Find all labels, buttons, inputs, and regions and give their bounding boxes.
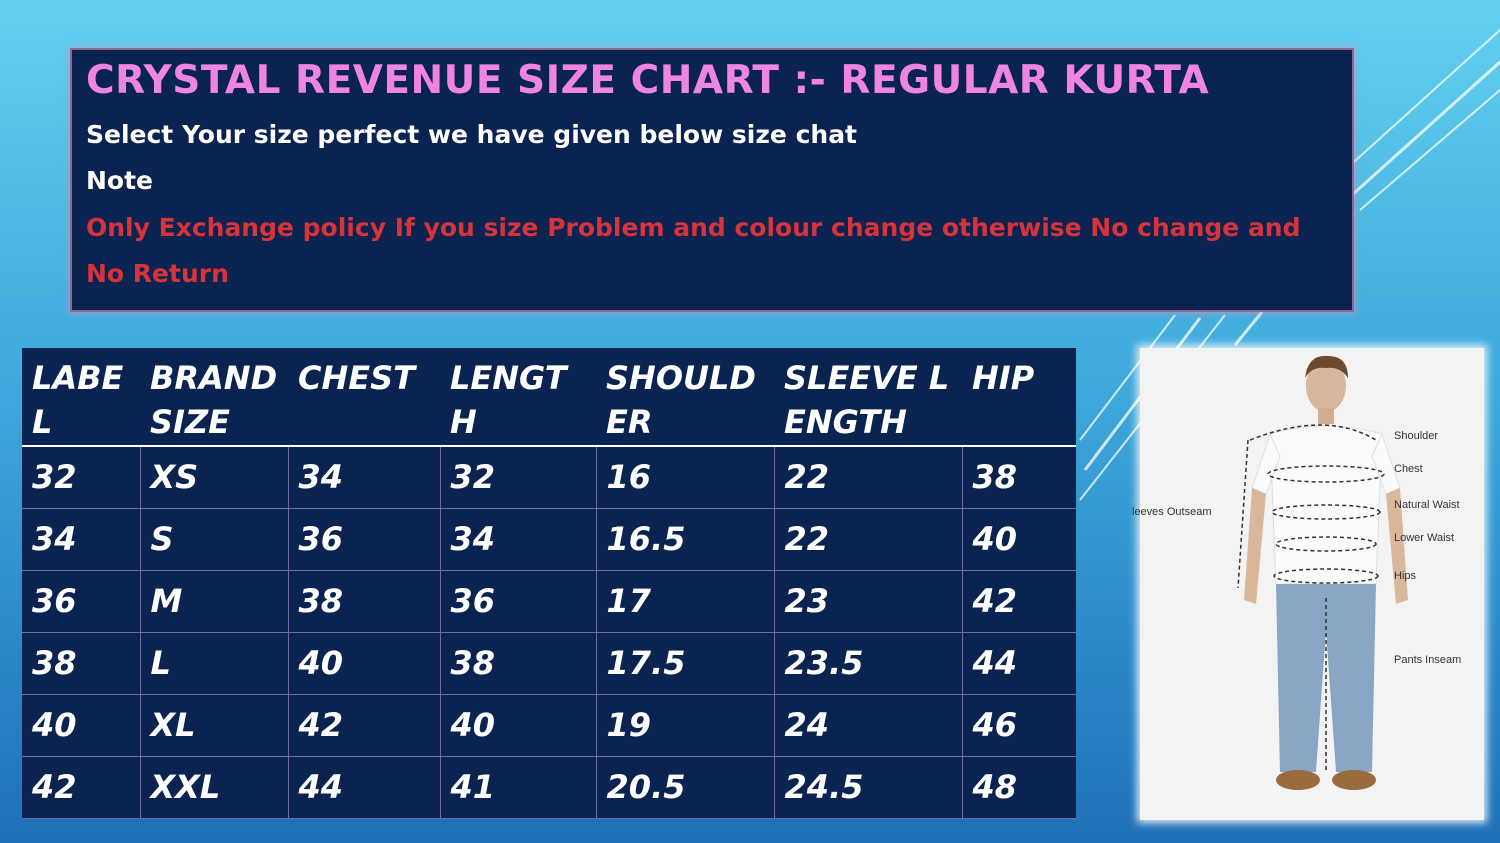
table-cell: 48 [961, 755, 1076, 819]
table-cell: 24 [773, 693, 962, 756]
table-cell: 34 [287, 445, 440, 508]
table-cell: 38 [961, 445, 1076, 508]
table-row: 32 XS 34 32 16 22 38 [22, 445, 1076, 508]
table-cell: 40 [961, 507, 1076, 570]
column-header: SHOULDER [596, 348, 774, 447]
table-cell: 34 [22, 507, 140, 570]
table-cell: 40 [439, 693, 596, 756]
column-header: SLEEVE LENGTH [774, 348, 962, 447]
table-cell: 44 [961, 631, 1076, 694]
table-row: 34 S 36 34 16.5 22 40 [22, 507, 1076, 570]
page-title: CRYSTAL REVENUE SIZE CHART :- REGULAR KU… [86, 58, 1210, 103]
column-header: BRAND SIZE [140, 348, 288, 447]
column-header: HIP [962, 348, 1076, 447]
table-cell: 32 [22, 445, 140, 508]
table-cell: 23.5 [773, 631, 962, 694]
table-cell: XXL [139, 755, 288, 819]
hips-label: Hips [1394, 570, 1417, 582]
table-cell: 22 [773, 445, 962, 508]
table-row: 42 XXL 44 41 20.5 24.5 48 [22, 755, 1076, 819]
table-cell: 23 [773, 569, 962, 632]
size-chart-table: LABEL BRAND SIZE CHEST LENGTH SHOULDER S… [22, 348, 1076, 819]
table-cell: 22 [773, 507, 962, 570]
table-cell: 36 [287, 507, 440, 570]
table-cell: 38 [287, 569, 440, 632]
table-cell: 16.5 [595, 507, 774, 570]
table-row: 38 L 40 38 17.5 23.5 44 [22, 631, 1076, 694]
header-panel: CRYSTAL REVENUE SIZE CHART :- REGULAR KU… [70, 48, 1354, 312]
measurement-diagram: Shoulder Chest Natural Waist Lower Waist… [1132, 348, 1484, 820]
table-cell: S [139, 507, 288, 570]
shoulder-label: Shoulder [1394, 430, 1439, 442]
table-cell: 38 [22, 631, 140, 694]
table-cell: 17.5 [595, 631, 774, 694]
table-cell: 38 [439, 631, 596, 694]
table-cell: 46 [961, 693, 1076, 756]
table-cell: 16 [595, 445, 774, 508]
column-header: LENGTH [440, 348, 596, 447]
policy-text-line-1: Only Exchange policy If you size Problem… [86, 213, 1301, 242]
table-cell: 42 [22, 755, 140, 819]
table-cell: 34 [439, 507, 596, 570]
table-cell: 40 [22, 693, 140, 756]
pants-inseam-label: Pants Inseam [1394, 654, 1462, 666]
natural-waist-label: Natural Waist [1394, 499, 1460, 511]
table-cell: 17 [595, 569, 774, 632]
table-cell: 44 [287, 755, 440, 819]
lower-waist-label: Lower Waist [1394, 532, 1455, 544]
table-cell: L [139, 631, 288, 694]
table-row: 40 XL 42 40 19 24 46 [22, 693, 1076, 756]
table-cell: 24.5 [773, 755, 962, 819]
note-label: Note [86, 166, 154, 195]
table-cell: 19 [595, 693, 774, 756]
table-cell: 36 [439, 569, 596, 632]
table-cell: 32 [439, 445, 596, 508]
chest-label: Chest [1394, 463, 1423, 475]
column-header: CHEST [288, 348, 440, 447]
table-cell: 42 [961, 569, 1076, 632]
table-cell: XS [139, 445, 288, 508]
table-cell: M [139, 569, 288, 632]
table-cell: XL [139, 693, 288, 756]
column-header: LABEL [22, 348, 140, 447]
table-cell: 36 [22, 569, 140, 632]
table-cell: 20.5 [595, 755, 774, 819]
sleeves-outseam-label: leeves Outseam [1132, 506, 1212, 518]
table-cell: 41 [439, 755, 596, 819]
model-figure-icon [1237, 355, 1408, 790]
table-row: 36 M 38 36 17 23 42 [22, 569, 1076, 632]
table-header-row: LABEL BRAND SIZE CHEST LENGTH SHOULDER S… [22, 348, 1076, 447]
table-cell: 40 [287, 631, 440, 694]
policy-text-line-2: No Return [86, 259, 229, 288]
subtitle-text: Select Your size perfect we have given b… [86, 120, 858, 149]
table-cell: 42 [287, 693, 440, 756]
